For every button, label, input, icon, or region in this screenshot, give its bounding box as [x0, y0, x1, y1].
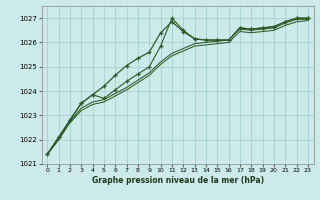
X-axis label: Graphe pression niveau de la mer (hPa): Graphe pression niveau de la mer (hPa) — [92, 176, 264, 185]
